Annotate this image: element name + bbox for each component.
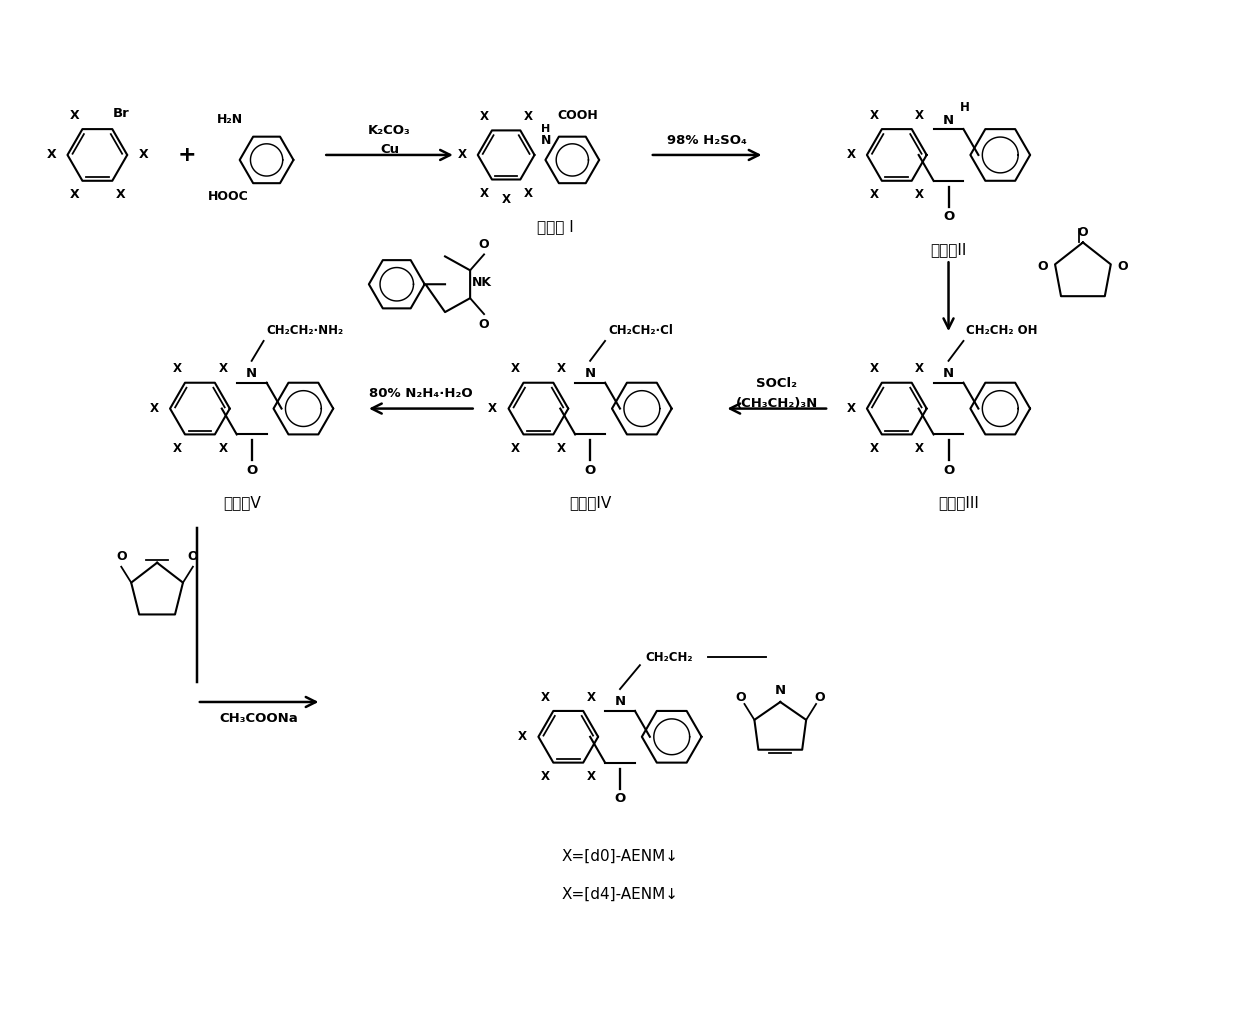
Text: H: H: [542, 123, 551, 134]
Text: X: X: [869, 442, 878, 454]
Text: O: O: [735, 691, 745, 703]
Text: X: X: [150, 402, 159, 415]
Text: X=[d0]-AENM↓: X=[d0]-AENM↓: [562, 849, 678, 864]
Text: NK: NK: [471, 276, 491, 289]
Text: (CH₃CH₂)₃N: (CH₃CH₂)₃N: [735, 397, 818, 410]
Text: Br: Br: [113, 107, 130, 120]
Text: 中间体 I: 中间体 I: [537, 219, 574, 234]
Text: O: O: [187, 550, 198, 563]
Text: H: H: [960, 101, 970, 114]
Text: 98% H₂SO₄: 98% H₂SO₄: [667, 134, 746, 147]
Text: X: X: [458, 148, 466, 161]
Text: X: X: [518, 730, 527, 743]
Text: X: X: [587, 691, 595, 704]
Text: X: X: [480, 110, 489, 123]
Text: X: X: [869, 188, 878, 201]
Text: K₂CO₃: K₂CO₃: [368, 123, 410, 137]
Text: O: O: [1038, 260, 1048, 272]
Text: N: N: [246, 367, 257, 380]
Text: X: X: [69, 109, 79, 122]
Text: N: N: [942, 367, 954, 380]
Text: O: O: [584, 464, 595, 477]
Text: H₂N: H₂N: [217, 113, 243, 126]
Text: X: X: [69, 188, 79, 201]
Text: CH₂CH₂·NH₂: CH₂CH₂·NH₂: [267, 325, 343, 337]
Text: X: X: [557, 363, 565, 375]
Text: X: X: [523, 187, 533, 199]
Text: X: X: [557, 442, 565, 454]
Text: 中间体IV: 中间体IV: [569, 495, 611, 511]
Text: O: O: [1078, 226, 1089, 240]
Text: X: X: [915, 363, 924, 375]
Text: X: X: [139, 148, 148, 161]
Text: N: N: [541, 135, 552, 147]
Text: X: X: [115, 188, 125, 201]
Text: O: O: [942, 210, 954, 223]
Text: O: O: [614, 792, 626, 805]
Text: X: X: [480, 187, 489, 199]
Text: CH₂CH₂ OH: CH₂CH₂ OH: [966, 325, 1038, 337]
Text: 中间体III: 中间体III: [937, 495, 978, 511]
Text: X: X: [511, 363, 520, 375]
Text: N: N: [615, 696, 625, 708]
Text: X: X: [489, 402, 497, 415]
Text: SOCl₂: SOCl₂: [756, 377, 797, 391]
Text: X: X: [869, 363, 878, 375]
Text: X=[d4]-AENM↓: X=[d4]-AENM↓: [562, 886, 678, 902]
Text: X: X: [541, 770, 549, 783]
Text: 80% N₂H₄·H₂O: 80% N₂H₄·H₂O: [370, 388, 472, 400]
Text: O: O: [479, 318, 490, 331]
Text: O: O: [815, 691, 826, 703]
Text: X: X: [847, 148, 856, 161]
Text: X: X: [915, 442, 924, 454]
Text: X: X: [915, 109, 924, 122]
Text: X: X: [218, 442, 227, 454]
Text: X: X: [172, 363, 181, 375]
Text: X: X: [511, 442, 520, 454]
Text: CH₂CH₂·Cl: CH₂CH₂·Cl: [608, 325, 673, 337]
Text: +: +: [177, 145, 196, 164]
Text: X: X: [172, 442, 181, 454]
Text: CH₃COONa: CH₃COONa: [219, 712, 299, 726]
Text: COOH: COOH: [557, 109, 598, 121]
Text: HOOC: HOOC: [207, 190, 248, 204]
Text: X: X: [47, 148, 56, 161]
Text: O: O: [1117, 260, 1128, 272]
Text: X: X: [541, 691, 549, 704]
Text: X: X: [218, 363, 227, 375]
Text: X: X: [587, 770, 595, 783]
Text: X: X: [502, 192, 511, 206]
Text: O: O: [115, 550, 126, 563]
Text: N: N: [775, 684, 786, 697]
Text: X: X: [869, 109, 878, 122]
Text: O: O: [942, 464, 954, 477]
Text: X: X: [915, 188, 924, 201]
Text: 中间体II: 中间体II: [930, 242, 967, 257]
Text: 中间体V: 中间体V: [223, 495, 260, 511]
Text: O: O: [479, 237, 490, 251]
Text: X: X: [523, 110, 533, 123]
Text: N: N: [942, 114, 954, 126]
Text: N: N: [584, 367, 595, 380]
Text: CH₂CH₂: CH₂CH₂: [645, 651, 692, 664]
Text: X: X: [847, 402, 856, 415]
Text: O: O: [246, 464, 257, 477]
Text: Cu: Cu: [379, 144, 399, 156]
